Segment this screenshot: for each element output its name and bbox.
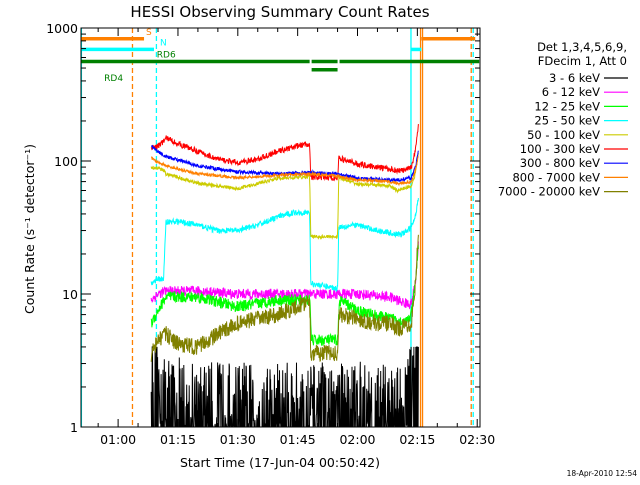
- legend-label-2: 12 - 25 keV: [534, 99, 600, 113]
- legend: Det 1,3,4,5,6,9,FDecim 1, Att 0 3 - 6 keV…: [498, 40, 628, 199]
- x-tick-label-6: 02:30: [459, 432, 495, 447]
- legend-label-4: 50 - 100 keV: [527, 128, 600, 142]
- x-tick-label-2: 01:30: [220, 432, 256, 447]
- y-axis-label: Count Rate (s⁻¹ detector⁻¹): [22, 144, 37, 314]
- flag-label-s: S: [146, 28, 152, 38]
- x-tick-label-0: 01:00: [100, 432, 136, 447]
- series-line-6: [150, 145, 419, 183]
- x-tick-label-5: 02:15: [399, 432, 435, 447]
- flag-label-rd6: RD6: [157, 50, 176, 60]
- y-tick-label-0: 1: [70, 420, 78, 435]
- x-axis-label: Start Time (17-Jun-04 00:50:42): [180, 455, 380, 470]
- legend-label-7: 800 - 7000 keV: [512, 170, 600, 184]
- legend-label-8: 7000 - 20000 keV: [498, 185, 600, 199]
- chart-title: HESSI Observing Summary Count Rates: [130, 3, 429, 21]
- flag-label-rd4: RD4: [104, 74, 123, 84]
- legend-header-1: FDecim 1, Att 0: [538, 54, 627, 68]
- flag-bars: SN RD6 RD4: [81, 28, 480, 84]
- y-tick-label-3: 1000: [46, 21, 78, 36]
- series-line-0: [150, 346, 419, 428]
- legend-label-1: 6 - 12 keV: [542, 85, 600, 99]
- series-line-8: [150, 234, 419, 363]
- y-tick-label-1: 10: [62, 287, 78, 302]
- legend-label-0: 3 - 6 keV: [549, 71, 600, 85]
- plot-frame: [80, 27, 481, 428]
- legend-label-5: 100 - 300 keV: [520, 142, 600, 156]
- timestamp: 18-Apr-2010 12:54: [567, 469, 638, 478]
- legend-header-0: Det 1,3,4,5,6,9,: [537, 40, 627, 54]
- series-line-4: [150, 152, 419, 240]
- series-line-5: [150, 124, 419, 182]
- legend-label-6: 300 - 800 keV: [520, 156, 600, 170]
- axes-ticks: 01:00 01:15 01:30 01:45 02:00 02:15 02:30 1 10 10…: [46, 21, 495, 447]
- legend-label-3: 25 - 50 keV: [534, 114, 600, 128]
- series-lines: [150, 124, 419, 428]
- series-line-7: [151, 156, 419, 187]
- y-tick-label-2: 100: [54, 154, 78, 169]
- flag-label-n: N: [160, 38, 167, 48]
- series-line-3: [150, 198, 419, 292]
- x-tick-label-3: 01:45: [280, 432, 316, 447]
- x-tick-label-1: 01:15: [160, 432, 196, 447]
- x-tick-label-4: 02:00: [339, 432, 375, 447]
